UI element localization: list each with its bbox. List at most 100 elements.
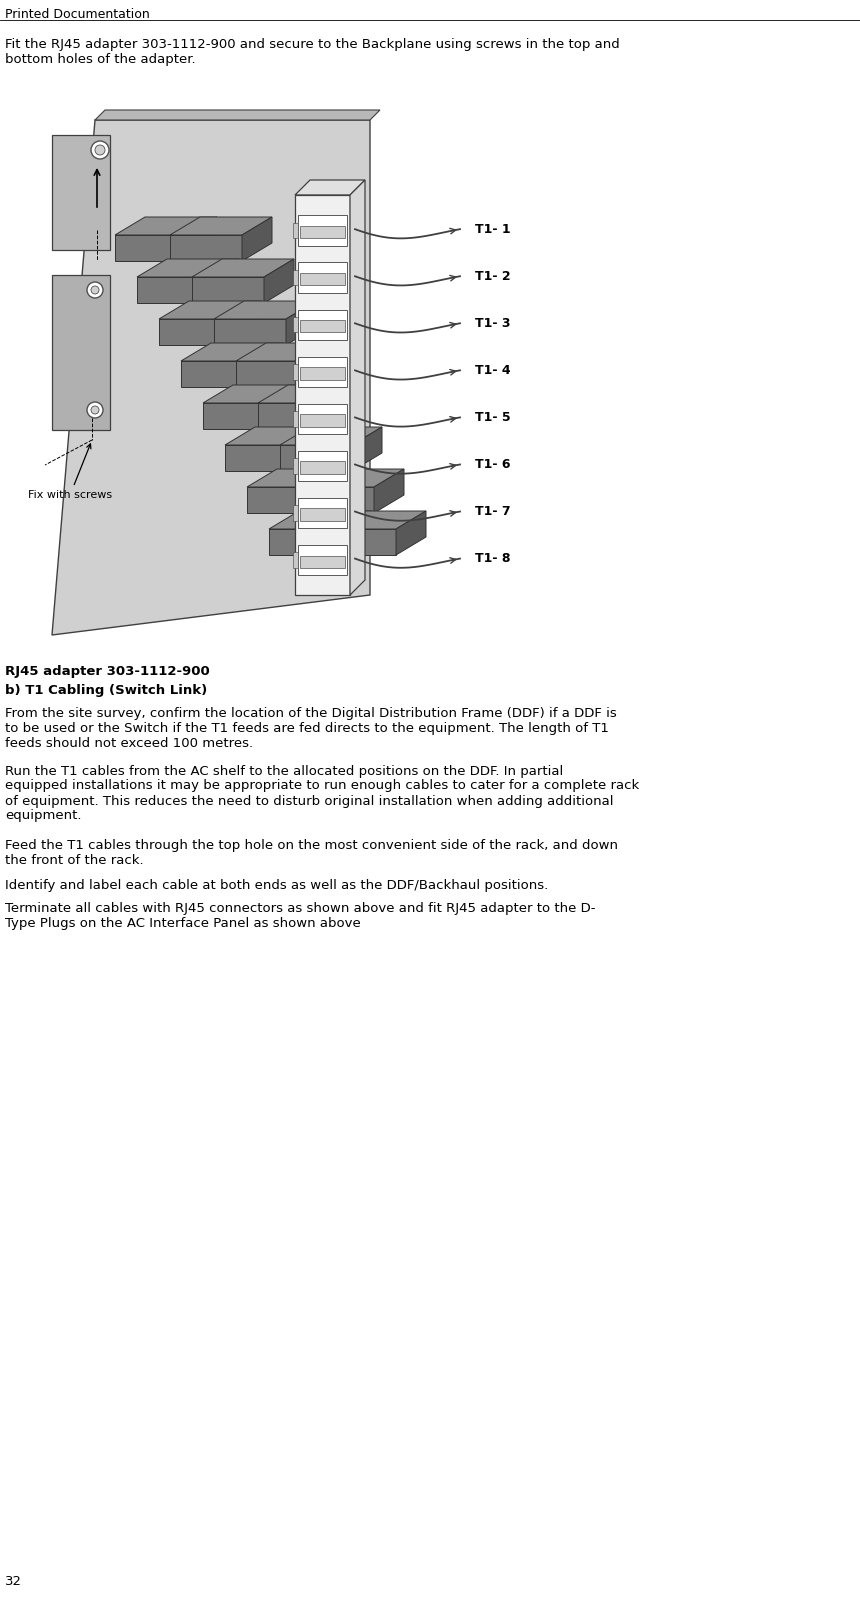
Text: Identify and label each cable at both ends as well as the DDF/Backhaul positions: Identify and label each cable at both en… (5, 879, 549, 892)
Bar (298, 403, 347, 435)
Polygon shape (302, 469, 404, 488)
Text: Feed the T1 cables through the top hole on the most convenient side of the rack,: Feed the T1 cables through the top hole … (5, 839, 618, 868)
Circle shape (91, 406, 99, 414)
Polygon shape (209, 259, 239, 302)
Polygon shape (374, 469, 404, 513)
Polygon shape (52, 120, 370, 635)
Text: From the site survey, confirm the location of the Digital Distribution Frame (DD: From the site survey, confirm the locati… (5, 707, 617, 750)
Polygon shape (214, 301, 316, 318)
Polygon shape (95, 110, 380, 120)
Polygon shape (203, 403, 275, 429)
Polygon shape (247, 488, 319, 513)
Bar (300, 462, 345, 473)
Polygon shape (286, 301, 316, 345)
Polygon shape (324, 529, 396, 555)
Circle shape (87, 281, 103, 297)
Polygon shape (225, 445, 297, 472)
Bar (293, 411, 298, 427)
Text: T1- 1: T1- 1 (475, 222, 511, 235)
Bar (293, 365, 298, 379)
Polygon shape (275, 385, 305, 429)
Polygon shape (170, 217, 272, 235)
Bar (298, 310, 347, 341)
Polygon shape (170, 235, 242, 261)
Text: T1- 4: T1- 4 (475, 365, 511, 377)
Text: T1- 2: T1- 2 (475, 270, 511, 283)
Text: T1- 6: T1- 6 (475, 457, 511, 472)
Text: T1- 3: T1- 3 (475, 317, 511, 329)
Bar (293, 505, 298, 521)
Bar (295, 195, 350, 595)
Bar (298, 216, 347, 246)
Bar (300, 225, 345, 238)
Bar (298, 357, 347, 387)
Polygon shape (236, 344, 338, 361)
Polygon shape (137, 277, 209, 302)
Polygon shape (247, 469, 349, 488)
Polygon shape (269, 529, 341, 555)
Polygon shape (187, 217, 217, 261)
Polygon shape (396, 512, 426, 555)
Text: Run the T1 cables from the AC shelf to the allocated positions on the DDF. In pa: Run the T1 cables from the AC shelf to t… (5, 764, 639, 822)
Polygon shape (258, 385, 360, 403)
Text: T1- 7: T1- 7 (475, 505, 511, 518)
Text: T1- 5: T1- 5 (475, 411, 511, 424)
Circle shape (91, 286, 99, 294)
Polygon shape (52, 134, 110, 249)
Circle shape (91, 141, 109, 158)
Polygon shape (297, 427, 327, 472)
Polygon shape (269, 512, 371, 529)
Polygon shape (214, 318, 286, 345)
Polygon shape (159, 301, 261, 318)
Polygon shape (258, 403, 330, 429)
Polygon shape (236, 361, 308, 387)
Polygon shape (308, 344, 338, 387)
Polygon shape (231, 301, 261, 345)
Bar (300, 508, 345, 521)
Polygon shape (225, 427, 327, 445)
Bar (298, 451, 347, 481)
Polygon shape (319, 469, 349, 513)
Bar (298, 545, 347, 576)
Bar (300, 414, 345, 427)
Bar (300, 555, 345, 568)
Polygon shape (350, 181, 365, 595)
Text: T1- 8: T1- 8 (475, 552, 511, 564)
Bar (293, 222, 298, 238)
Polygon shape (52, 275, 110, 430)
Text: Terminate all cables with RJ45 connectors as shown above and fit RJ45 adapter to: Terminate all cables with RJ45 connector… (5, 902, 595, 931)
Polygon shape (159, 318, 231, 345)
Circle shape (87, 401, 103, 417)
Polygon shape (253, 344, 283, 387)
Polygon shape (192, 277, 264, 302)
Polygon shape (324, 512, 426, 529)
Text: Fit the RJ45 adapter 303-1112-900 and secure to the Backplane using screws in th: Fit the RJ45 adapter 303-1112-900 and se… (5, 38, 620, 66)
Bar (298, 497, 347, 528)
Polygon shape (341, 512, 371, 555)
Text: 32: 32 (5, 1575, 22, 1588)
Text: Fix with screws: Fix with screws (28, 445, 112, 500)
Text: Printed Documentation: Printed Documentation (5, 8, 150, 21)
Polygon shape (280, 427, 382, 445)
Polygon shape (115, 217, 217, 235)
Polygon shape (181, 361, 253, 387)
Polygon shape (264, 259, 294, 302)
Bar (300, 273, 345, 285)
Polygon shape (137, 259, 239, 277)
Bar (298, 262, 347, 293)
Polygon shape (192, 259, 294, 277)
Text: RJ45 adapter 303-1112-900: RJ45 adapter 303-1112-900 (5, 665, 210, 678)
Bar (300, 320, 345, 333)
Polygon shape (352, 427, 382, 472)
Bar (293, 317, 298, 333)
Polygon shape (181, 344, 283, 361)
Polygon shape (295, 181, 365, 195)
Polygon shape (330, 385, 360, 429)
Bar (293, 270, 298, 285)
Polygon shape (115, 235, 187, 261)
Text: b) T1 Cabling (Switch Link): b) T1 Cabling (Switch Link) (5, 684, 207, 697)
Bar (293, 459, 298, 473)
Polygon shape (280, 445, 352, 472)
Bar (293, 553, 298, 568)
Polygon shape (242, 217, 272, 261)
